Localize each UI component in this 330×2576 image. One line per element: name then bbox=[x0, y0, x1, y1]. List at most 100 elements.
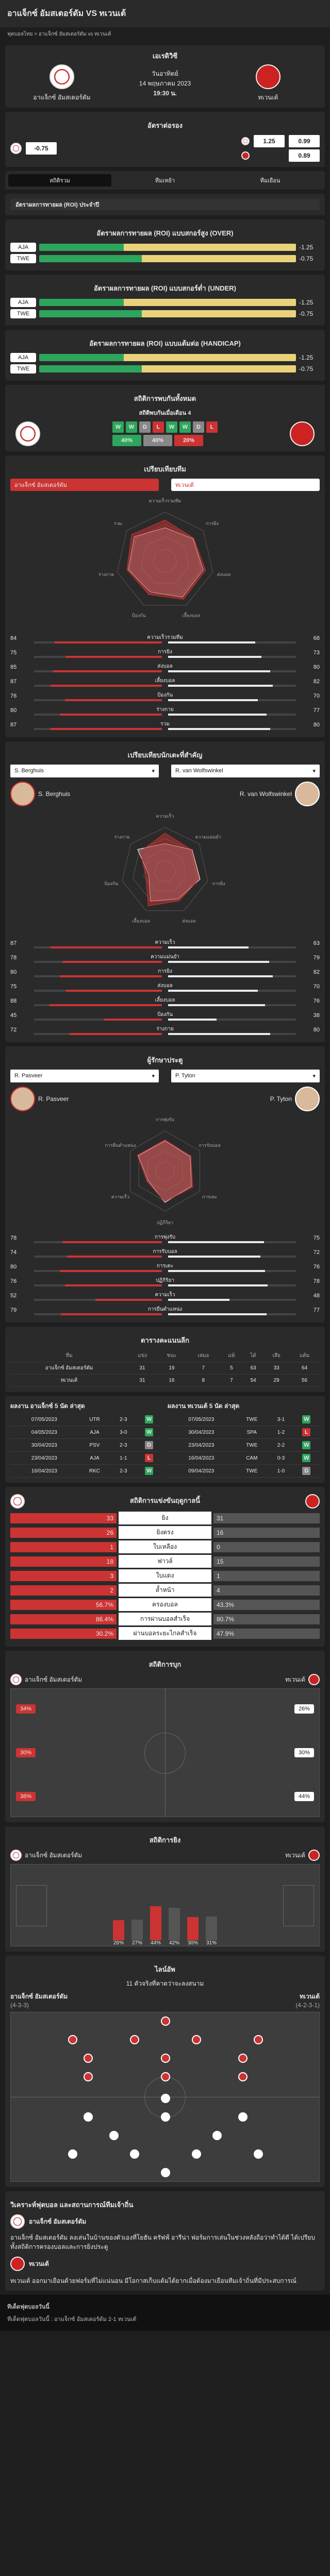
away-player-select[interactable]: R. van Wolfswinkel ▾ bbox=[171, 765, 320, 777]
form-result: D bbox=[139, 421, 151, 433]
lineup-player-dot[interactable] bbox=[161, 2054, 170, 2063]
away-gk-select[interactable]: P. Tyton ▾ bbox=[171, 1070, 320, 1082]
shot-bar-label: 42% bbox=[169, 1940, 179, 1946]
radar-axis-label: ความเร็ว bbox=[111, 1193, 129, 1199]
shots-away-name: ทเวนเต้ bbox=[285, 1851, 305, 1859]
stat-home-bar bbox=[34, 713, 162, 716]
stat-row: 75 การยิง 73 bbox=[10, 646, 320, 660]
stat-away-value: 77 bbox=[313, 707, 320, 714]
table-cell: 31 bbox=[128, 1374, 157, 1387]
home-team-logo bbox=[50, 64, 74, 89]
season-stat-row: 18 ฟาวล์ 15 bbox=[10, 1555, 320, 1568]
last5-row: 16/04/2023 CAM 0-3 W bbox=[168, 1451, 320, 1465]
lineup-player-dot[interactable] bbox=[238, 2072, 248, 2081]
lineup-home-name: อาแจ็กซ์ อัมสเตอร์ดัม bbox=[10, 1993, 68, 2000]
last5-cell: W bbox=[293, 1438, 320, 1452]
roi-bar-win bbox=[39, 310, 142, 317]
lineup-player-dot[interactable] bbox=[84, 2072, 93, 2081]
last5-cell: 30/04/2023 bbox=[10, 1438, 78, 1452]
radar-axis-label: เลี้ยงบอล bbox=[182, 612, 200, 618]
roi-bar-win bbox=[39, 365, 142, 372]
tab-home[interactable]: ทีมเหย้า bbox=[155, 178, 175, 184]
lineup-player-dot[interactable] bbox=[130, 2035, 139, 2044]
last5-away-table: 07/05/2023 TWE 3-1 W 30/04/2023 SPA 1-2 L 23/04/… bbox=[168, 1413, 320, 1478]
radar-axis-label: การรับบอล bbox=[199, 1143, 221, 1148]
stat-home-bar bbox=[34, 1018, 162, 1021]
home-price[interactable]: 1.25 bbox=[254, 135, 285, 147]
lineup-player-dot[interactable] bbox=[238, 2054, 248, 2063]
lineup-player-dot[interactable] bbox=[254, 2149, 263, 2159]
stat-away-bar bbox=[168, 713, 296, 716]
lineup-player-dot[interactable] bbox=[161, 2094, 170, 2103]
lineup-player-dot[interactable] bbox=[161, 2112, 170, 2122]
lineup-player-dot[interactable] bbox=[161, 2016, 170, 2026]
home-gk-select[interactable]: R. Pasveer ▾ bbox=[10, 1070, 159, 1082]
compare-away-chip[interactable]: ทเวนเต้ bbox=[171, 479, 320, 491]
handicap-value[interactable]: -0.75 bbox=[26, 142, 57, 155]
last5-cell: 16/04/2023 bbox=[10, 1464, 78, 1478]
lineup-player-dot[interactable] bbox=[109, 2131, 119, 2140]
season-home-value: 33 bbox=[10, 1513, 117, 1523]
tab-away[interactable]: ทีมเยือน bbox=[260, 178, 280, 184]
roi-label: -1.25 bbox=[299, 354, 314, 361]
season-stat-label: ล้ำหน้า bbox=[119, 1584, 211, 1597]
lineup-player-dot[interactable] bbox=[254, 2035, 263, 2044]
lineup-player-dot[interactable] bbox=[68, 2149, 77, 2159]
last5-cell: W bbox=[293, 1413, 320, 1426]
roi-label: -0.75 bbox=[299, 365, 314, 372]
player-compare-section: เปรียบเทียบนักเตะที่สำคัญ S. Berghuis ▾ R… bbox=[5, 741, 325, 1042]
roi-bar-loss bbox=[124, 299, 296, 306]
stat-label: ปฏิกิริยา bbox=[156, 1277, 174, 1283]
attack-section: สถิติการบุก อาแจ็กซ์ อัมสเตอร์ดัม ทเวนเต… bbox=[5, 1651, 325, 1822]
stat-row: 80 การยิง 82 bbox=[10, 965, 320, 979]
roi-team: AJA bbox=[10, 298, 36, 307]
roi-bar-win bbox=[39, 299, 124, 306]
lineup-player-dot[interactable] bbox=[161, 2072, 170, 2081]
stat-row: 78 การพุ่งรับ 75 bbox=[10, 1231, 320, 1245]
home-player-select[interactable]: S. Berghuis ▾ bbox=[10, 765, 159, 777]
lineup-pitch bbox=[10, 2012, 320, 2182]
table-header: ทีม bbox=[10, 1350, 128, 1362]
last5-row: 23/04/2023 TWE 2-2 W bbox=[168, 1438, 320, 1452]
last5-row: 04/05/2023 AJA 3-0 W bbox=[10, 1426, 162, 1439]
last5-cell: 04/05/2023 bbox=[10, 1426, 78, 1439]
season-away-value: 1 bbox=[213, 1570, 320, 1581]
shot-bar-label: 27% bbox=[131, 1940, 142, 1946]
radar-home-area bbox=[126, 519, 206, 600]
lineup-player-dot[interactable] bbox=[130, 2149, 139, 2159]
stat-label: การเตะ bbox=[156, 1263, 174, 1269]
roi-row: AJA -1.25 bbox=[10, 353, 320, 362]
away-price[interactable]: 0.89 bbox=[289, 149, 320, 162]
compare-home-chip[interactable]: อาแจ็กซ์ อัมสเตอร์ดัม bbox=[10, 479, 159, 491]
stat-home-bar bbox=[34, 699, 162, 701]
tab-all[interactable]: สถิติรวม bbox=[8, 174, 111, 187]
match-day: วันอาทิตย์ bbox=[152, 70, 178, 77]
lineup-player-dot[interactable] bbox=[84, 2054, 93, 2063]
lineup-player-dot[interactable] bbox=[161, 2168, 170, 2177]
radar-axis-label: ป้องกัน bbox=[104, 881, 118, 886]
table-cell: 5 bbox=[220, 1362, 243, 1375]
lineup-player-dot[interactable] bbox=[192, 2149, 201, 2159]
roi-bar-loss bbox=[142, 255, 296, 262]
stat-home-bar bbox=[34, 1313, 162, 1315]
lineup-player-dot[interactable] bbox=[238, 2112, 248, 2122]
season-home-value: 18 bbox=[10, 1556, 117, 1567]
stat-label: ความแม่นยำ bbox=[151, 954, 179, 960]
home-value[interactable]: 0.99 bbox=[289, 135, 320, 147]
breadcrumb[interactable]: ฟุตบอลไทย > อาแจ็กซ์ อัมสเตอร์ดัม vs ทเว… bbox=[7, 31, 111, 37]
lineup-player-dot[interactable] bbox=[192, 2035, 201, 2044]
chevron-down-icon: ▾ bbox=[152, 1073, 155, 1079]
lineup-player-dot[interactable] bbox=[68, 2035, 77, 2044]
table-cell: 31 bbox=[128, 1362, 157, 1375]
away-gk-name: P. Tyton bbox=[270, 1095, 292, 1103]
season-home-value: 56.7% bbox=[10, 1599, 117, 1610]
stat-away-bar bbox=[168, 989, 296, 992]
lineup-player-dot[interactable] bbox=[84, 2112, 93, 2122]
lineup-home-formation: (4-3-3) bbox=[10, 2002, 29, 2009]
stat-label: เลี้ยงบอล bbox=[155, 677, 175, 684]
lineup-player-dot[interactable] bbox=[212, 2131, 222, 2140]
last5-cell: TWE bbox=[235, 1413, 269, 1426]
stat-away-value: 80 bbox=[313, 664, 320, 670]
stat-label: การพุ่งรับ bbox=[154, 1234, 176, 1240]
